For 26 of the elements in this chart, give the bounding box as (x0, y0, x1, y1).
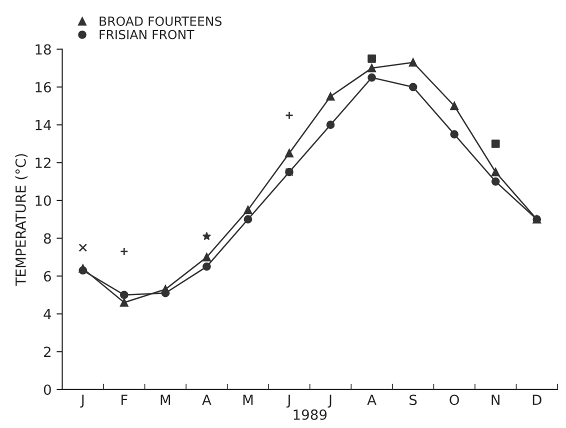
legend-label: FRISIAN FRONT (100, 30, 194, 40)
y-tick-label: 6 (44, 271, 51, 282)
y-tick-label: 12 (36, 158, 50, 168)
x-tick-label: O (450, 394, 460, 406)
y-tick-label: 0 (44, 384, 51, 395)
y-tick-label: 14 (36, 120, 52, 130)
x-tick-label: J (286, 394, 290, 408)
x-tick-label: N (492, 394, 500, 405)
x-tick-label: A (367, 394, 376, 405)
x-tick-label: F (122, 394, 128, 405)
y-tick-label: 4 (44, 309, 52, 320)
x-tick-label: M (160, 394, 170, 405)
legend-label: BROAD FOURTEENS (100, 16, 222, 26)
y-tick-label: 16 (36, 82, 51, 92)
y-tick-label: 10 (36, 195, 51, 206)
y-tick-label: 18 (36, 44, 51, 55)
y-tick-label: 2 (44, 346, 50, 357)
y-tick-label: 8 (44, 233, 51, 244)
x-tick-label: J (328, 394, 332, 408)
x-tick-label: A (202, 394, 212, 405)
x-tick-label: M (243, 394, 253, 405)
y-axis-title: TEMPERATURE (°C) (15, 154, 28, 286)
x-tick-label: J (80, 394, 84, 408)
x-tick-label: D (532, 394, 542, 405)
x-axis-title: 1989 (294, 409, 327, 420)
x-tick-label: S (410, 394, 417, 406)
